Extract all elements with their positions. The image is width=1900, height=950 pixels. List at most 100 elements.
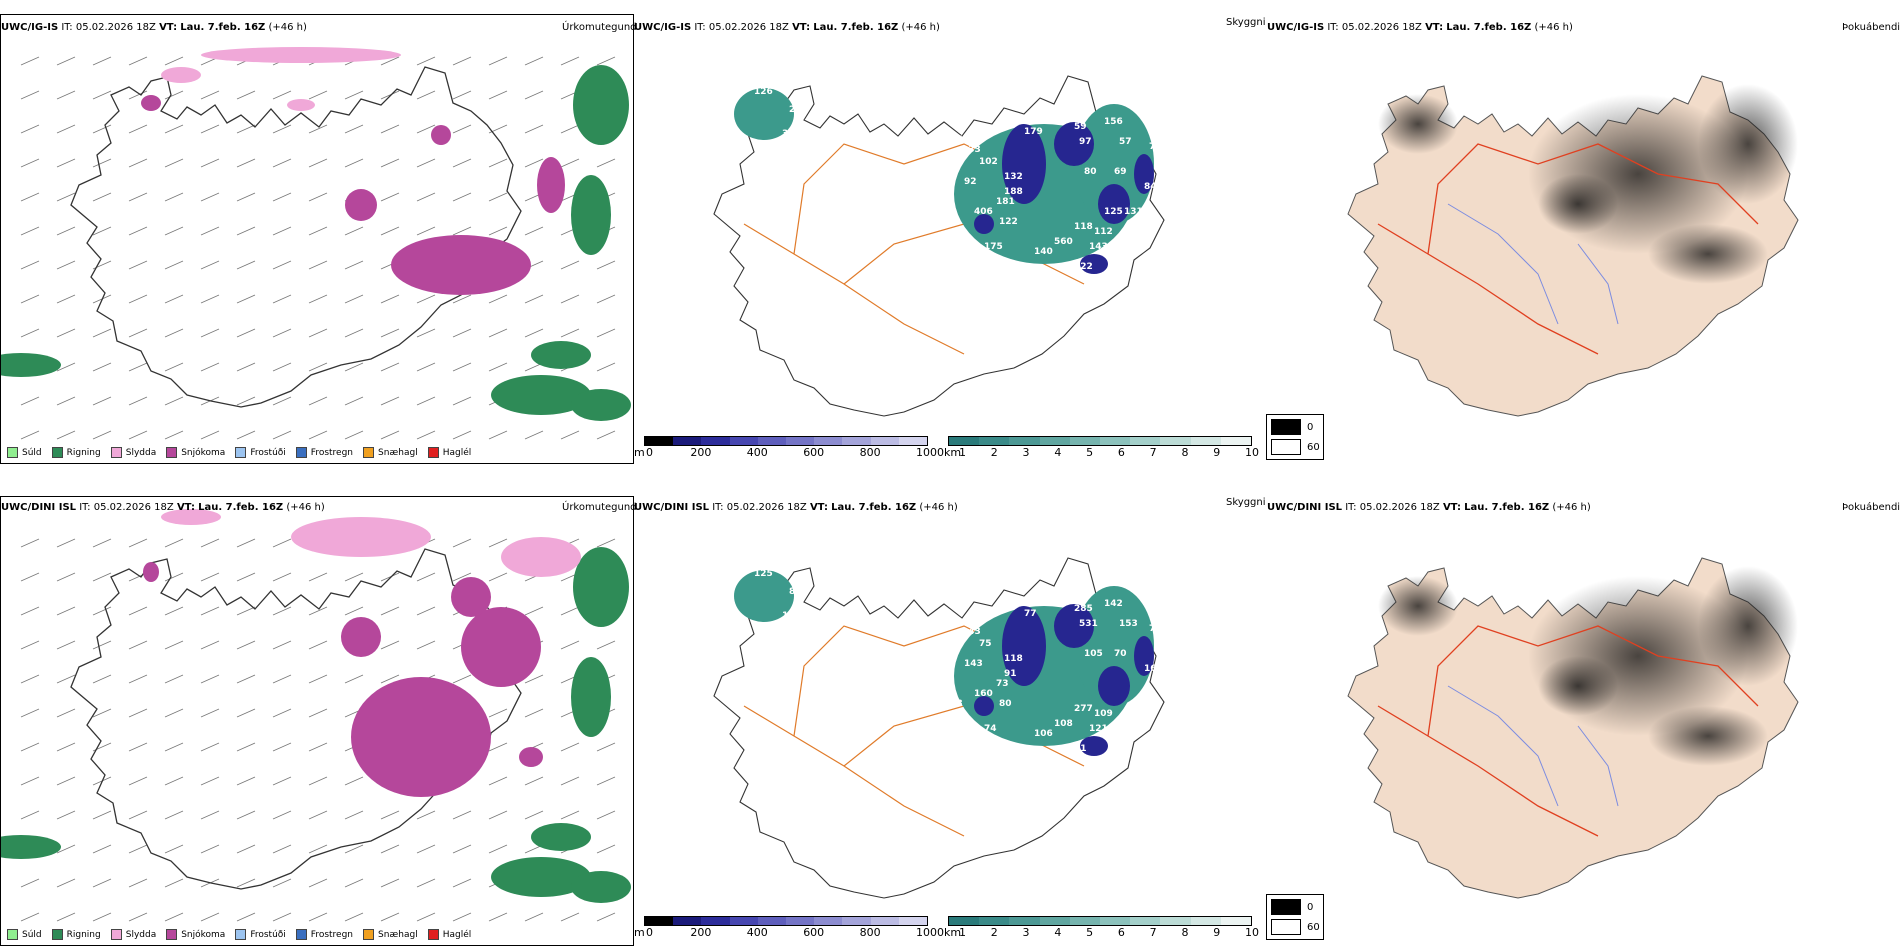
ceiling-label: 531 bbox=[1079, 619, 1098, 629]
fog-index-map-panel bbox=[1268, 496, 1900, 944]
ceiling-label: 143 bbox=[964, 659, 983, 669]
colorbar-unit: km bbox=[944, 926, 962, 939]
wind-barb bbox=[308, 776, 328, 786]
snow-area bbox=[461, 607, 541, 687]
colorbar-tick: 1 bbox=[959, 446, 966, 459]
wind-barb bbox=[560, 294, 580, 304]
visibility-colorbar: km 1 2 3 4 5 6 7 8 9 10 bbox=[944, 436, 1264, 460]
colorbar-segment bbox=[757, 437, 787, 445]
wind-barb bbox=[488, 192, 508, 202]
wind-barb bbox=[128, 260, 148, 270]
wind-barb bbox=[272, 572, 292, 582]
wind-barb bbox=[20, 674, 40, 684]
colorbar-segment bbox=[701, 917, 730, 925]
colorbar-segment bbox=[898, 437, 928, 445]
wind-barb bbox=[164, 674, 184, 684]
cloud-panel-title: UWC/DINI ISL IT: 05.02.2026 18Z VT: Lau.… bbox=[634, 502, 958, 513]
colorbar-tick: 8 bbox=[1181, 446, 1189, 459]
ceiling-label: 57 bbox=[1119, 137, 1132, 147]
wind-barb bbox=[524, 294, 544, 304]
wind-barb bbox=[344, 674, 364, 684]
cloud-panel-title: UWC/IG-IS IT: 05.02.2026 18Z VT: Lau. 7.… bbox=[634, 22, 940, 33]
wind-barb bbox=[128, 158, 148, 168]
rain-area bbox=[571, 871, 631, 903]
rain-area bbox=[531, 341, 591, 369]
wind-barb bbox=[308, 192, 328, 202]
legend-swatch bbox=[363, 929, 375, 940]
colorbar-segment bbox=[1039, 917, 1070, 925]
legend-label: Rigning bbox=[66, 447, 101, 458]
ceiling-label: 560 bbox=[1054, 237, 1073, 247]
wind-barb bbox=[20, 708, 40, 718]
wind-barb bbox=[20, 606, 40, 616]
wind-barb bbox=[488, 430, 508, 440]
wind-barb bbox=[272, 640, 292, 650]
wind-barb bbox=[452, 572, 472, 582]
ceiling-label: 80 bbox=[1084, 167, 1097, 177]
ceiling-label: 143 bbox=[1089, 242, 1108, 252]
colorbar-segment bbox=[949, 917, 980, 925]
ceiling-label: 24 bbox=[789, 105, 802, 115]
wind-barb bbox=[344, 90, 364, 100]
ceiling-label: 406 bbox=[974, 207, 993, 217]
wind-barb bbox=[164, 124, 184, 134]
wind-barb bbox=[488, 742, 508, 752]
colorbar-tick: 5 bbox=[1086, 446, 1094, 459]
wind-barb bbox=[236, 810, 256, 820]
wind-barb bbox=[272, 192, 292, 202]
wind-barb bbox=[560, 606, 580, 616]
wind-barb bbox=[20, 328, 40, 338]
wind-barb bbox=[380, 606, 400, 616]
colorbar-tick: 0 bbox=[646, 926, 653, 939]
wind-barb bbox=[56, 844, 76, 854]
wind-barb bbox=[416, 844, 436, 854]
wind-barb bbox=[344, 810, 364, 820]
wind-barb bbox=[20, 430, 40, 440]
wind-barb bbox=[596, 742, 616, 752]
wind-barb bbox=[200, 430, 220, 440]
precip-panel-title: UWC/IG-IS IT: 05.02.2026 18Z VT: Lau. 7.… bbox=[1, 22, 307, 33]
wind-barb bbox=[416, 192, 436, 202]
colorbar-tick: 600 bbox=[803, 926, 825, 939]
wind-barb bbox=[128, 328, 148, 338]
wind-barb bbox=[200, 328, 220, 338]
wind-barb bbox=[20, 912, 40, 922]
wind-barb bbox=[92, 674, 112, 684]
wind-barb bbox=[128, 192, 148, 202]
legend-swatch bbox=[295, 929, 307, 940]
wind-barb bbox=[200, 192, 220, 202]
legend-label: Snjókoma bbox=[181, 929, 226, 940]
wind-barb bbox=[56, 192, 76, 202]
ceiling-label: 31 bbox=[1074, 744, 1087, 754]
legend-item: Frostúði bbox=[235, 929, 286, 940]
precip-panel-label: Úrkomutegund bbox=[562, 502, 637, 513]
ceiling-label: 285 bbox=[1074, 604, 1093, 614]
wind-barb bbox=[236, 90, 256, 100]
wind-barb bbox=[416, 124, 436, 134]
ceiling-label: 124 bbox=[1064, 107, 1083, 117]
legend-item: Snjókoma bbox=[166, 447, 225, 458]
wind-barb bbox=[344, 226, 364, 236]
fog-index-map bbox=[1347, 557, 1799, 899]
wind-barb bbox=[560, 158, 580, 168]
wind-barb bbox=[452, 226, 472, 236]
wind-barb bbox=[56, 742, 76, 752]
wind-barb bbox=[92, 606, 112, 616]
wind-barb bbox=[164, 742, 184, 752]
snow-area bbox=[451, 577, 491, 617]
legend-swatch bbox=[7, 929, 18, 940]
wind-barb bbox=[380, 192, 400, 202]
wind-barb bbox=[308, 572, 328, 582]
wind-barb bbox=[524, 158, 544, 168]
fog-legend-row: 60 bbox=[1271, 439, 1320, 455]
snow-area bbox=[537, 157, 565, 213]
wind-barb bbox=[380, 158, 400, 168]
low-ceiling-area bbox=[974, 696, 994, 716]
colorbar-tick: 8 bbox=[1181, 926, 1189, 939]
legend-label: Haglél bbox=[442, 929, 472, 940]
low-visibility-area bbox=[1074, 104, 1154, 224]
colorbar-segment bbox=[673, 917, 702, 925]
legend-label: Snæhagl bbox=[378, 447, 418, 458]
colorbar-tick: 9 bbox=[1213, 926, 1221, 939]
rain-area bbox=[491, 375, 591, 415]
